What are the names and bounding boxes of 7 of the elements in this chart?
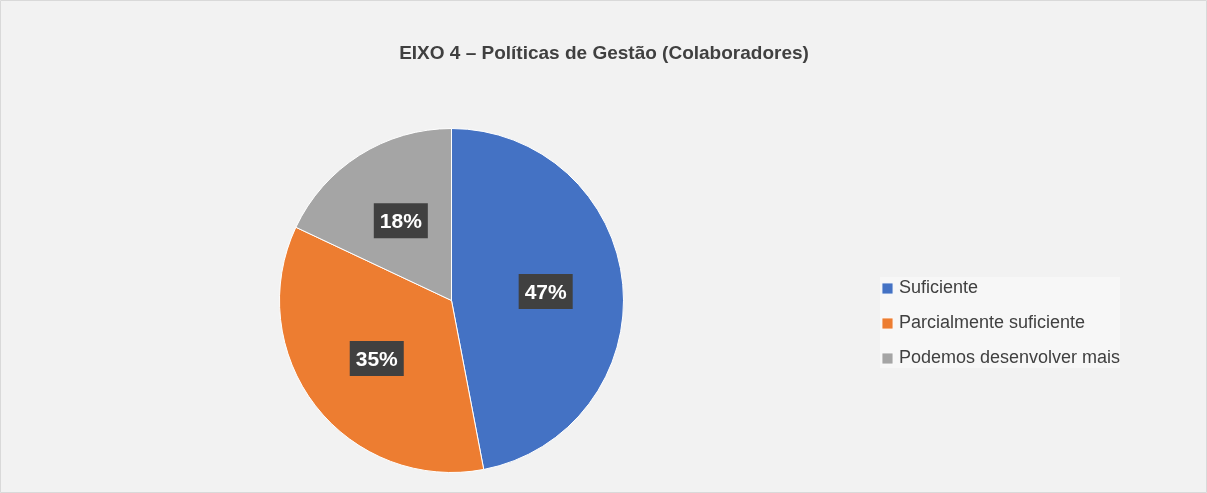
- data-label: 18%: [379, 209, 423, 233]
- data-label: 35%: [355, 346, 399, 370]
- chart-title: EIXO 4 – Políticas de Gestão (Colaboradores): [399, 42, 809, 63]
- legend-label: Parcialmente suficiente: [899, 312, 1086, 333]
- data-label: 47%: [524, 280, 568, 304]
- legend-label: Podemos desenvolver mais: [899, 347, 1121, 368]
- legend-label: Suficiente: [899, 277, 979, 298]
